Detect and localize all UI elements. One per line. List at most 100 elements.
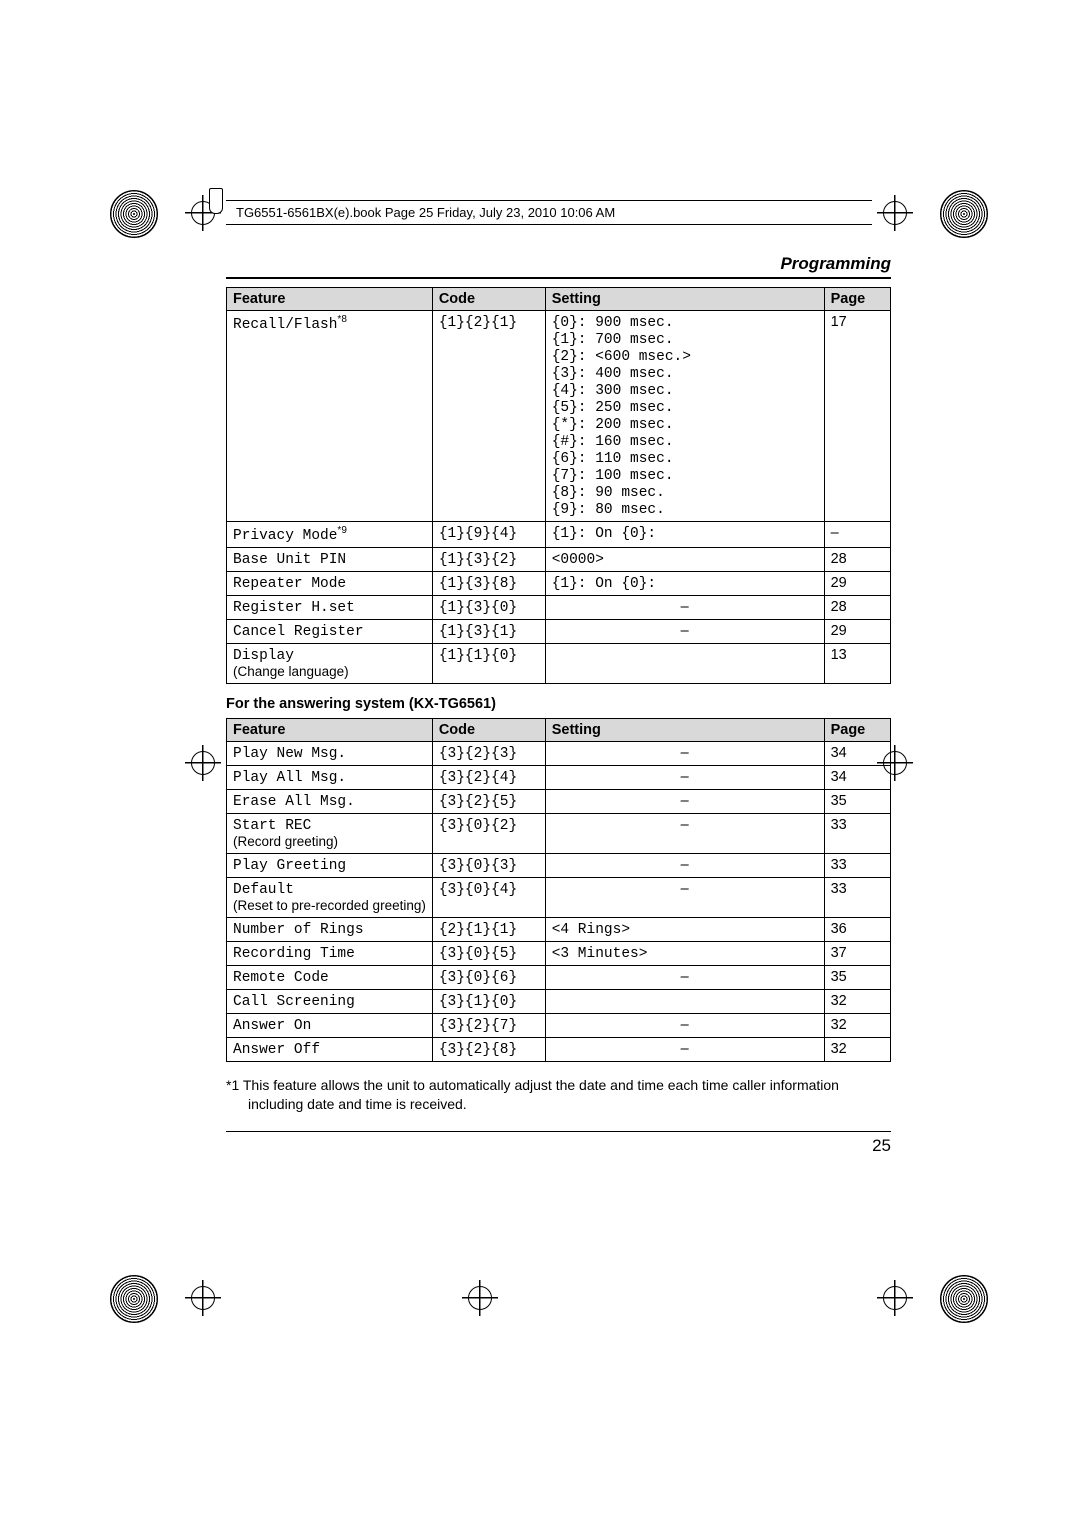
cell-code: {1}{3}{0}	[432, 595, 545, 619]
cell-feature: Repeater Mode	[227, 571, 433, 595]
cell-feature: Call Screening	[227, 989, 433, 1013]
feature-name: Play All Msg.	[233, 770, 346, 786]
feature-sup: *9	[337, 525, 346, 536]
feature-name: Base Unit PIN	[233, 552, 346, 568]
cell-setting: –	[545, 789, 824, 813]
feature-table-2: Feature Code Setting Page Play New Msg.{…	[226, 718, 891, 1062]
table-row: Erase All Msg.{3}{2}{5}–35	[227, 789, 891, 813]
cell-setting: –	[545, 853, 824, 877]
feature-name: Number of Rings	[233, 922, 364, 938]
registration-mark-icon	[877, 195, 913, 231]
feature-name: Recording Time	[233, 946, 355, 962]
cell-setting: {1}: On {0}:	[545, 522, 824, 548]
setting-text: –	[552, 1041, 818, 1057]
cell-setting: –	[545, 619, 824, 643]
th-page: Page	[824, 288, 890, 311]
table-row: Start REC(Record greeting){3}{0}{2}–33	[227, 813, 891, 853]
cell-page: 32	[824, 1013, 890, 1037]
cell-setting: <0000>	[545, 547, 824, 571]
table-row: Play Greeting{3}{0}{3}–33	[227, 853, 891, 877]
cell-feature: Register H.set	[227, 595, 433, 619]
feature-table-1: Feature Code Setting Page Recall/Flash*8…	[226, 287, 891, 684]
cell-feature: Display(Change language)	[227, 643, 433, 683]
cell-page: 35	[824, 965, 890, 989]
cell-feature: Answer On	[227, 1013, 433, 1037]
table-row: Default(Reset to pre-recorded greeting){…	[227, 877, 891, 917]
th-setting: Setting	[545, 718, 824, 741]
bookmark-icon	[209, 188, 223, 214]
cell-setting: –	[545, 595, 824, 619]
table-row: Register H.set{1}{3}{0}–28	[227, 595, 891, 619]
cell-page: 37	[824, 941, 890, 965]
cell-code: {3}{2}{8}	[432, 1037, 545, 1061]
feature-name: Default	[233, 882, 294, 898]
calibration-mark	[940, 1275, 988, 1323]
cell-feature: Number of Rings	[227, 917, 433, 941]
table-row: Recall/Flash*8{1}{2}{1}{0}: 900 msec.{1}…	[227, 311, 891, 522]
cell-setting: –	[545, 765, 824, 789]
section-title: Programming	[226, 254, 891, 279]
cell-setting: <3 Minutes>	[545, 941, 824, 965]
cell-setting: –	[545, 1037, 824, 1061]
registration-mark-icon	[185, 745, 221, 781]
registration-mark-icon	[462, 1280, 498, 1316]
cell-page: 33	[824, 853, 890, 877]
feature-name: Play Greeting	[233, 858, 346, 874]
cell-feature: Recall/Flash*8	[227, 311, 433, 522]
cell-setting: –	[545, 813, 824, 853]
page-content: Programming Feature Code Setting Page Re…	[226, 254, 891, 1114]
table-row: Play All Msg. {3}{2}{4}–34	[227, 765, 891, 789]
cell-page: 35	[824, 789, 890, 813]
setting-text: –	[552, 599, 818, 615]
feature-name: Cancel Register	[233, 624, 364, 640]
setting-text: <0000>	[552, 552, 604, 568]
setting-text: –	[552, 793, 818, 809]
setting-text: –	[552, 969, 818, 985]
feature-name: Recall/Flash	[233, 317, 337, 333]
registration-mark-icon	[185, 1280, 221, 1316]
cell-code: {3}{0}{6}	[432, 965, 545, 989]
table-row: Base Unit PIN{1}{3}{2}<0000>28	[227, 547, 891, 571]
cell-page: 36	[824, 917, 890, 941]
setting-text: –	[552, 769, 818, 785]
cell-setting: –	[545, 1013, 824, 1037]
feature-name: Answer On	[233, 1018, 311, 1034]
cell-setting	[545, 989, 824, 1013]
cell-code: {3}{0}{2}	[432, 813, 545, 853]
cell-feature: Erase All Msg.	[227, 789, 433, 813]
feature-subnote: (Record greeting)	[233, 834, 338, 849]
cell-feature: Play Greeting	[227, 853, 433, 877]
cell-code: {3}{2}{5}	[432, 789, 545, 813]
table-row: Number of Rings{2}{1}{1}<4 Rings>36	[227, 917, 891, 941]
feature-name: Remote Code	[233, 970, 329, 986]
header-text: TG6551-6561BX(e).book Page 25 Friday, Ju…	[236, 205, 615, 220]
calibration-mark	[110, 1275, 158, 1323]
pdf-header-bar: TG6551-6561BX(e).book Page 25 Friday, Ju…	[226, 200, 872, 225]
table-row: Answer On{3}{2}{7}–32	[227, 1013, 891, 1037]
cell-code: {3}{2}{4}	[432, 765, 545, 789]
cell-code: {1}{3}{8}	[432, 571, 545, 595]
setting-text: <3 Minutes>	[552, 946, 648, 962]
setting-text: –	[552, 857, 818, 873]
feature-sup: *8	[337, 314, 346, 325]
cell-code: {3}{1}{0}	[432, 989, 545, 1013]
table-row: Cancel Register{1}{3}{1}–29	[227, 619, 891, 643]
calibration-mark	[110, 190, 158, 238]
feature-name: Answer Off	[233, 1042, 320, 1058]
cell-page: 32	[824, 1037, 890, 1061]
cell-page: 34	[824, 765, 890, 789]
th-code: Code	[432, 288, 545, 311]
cell-page: –	[824, 522, 890, 548]
page-number: 25	[226, 1131, 891, 1156]
cell-setting: –	[545, 741, 824, 765]
cell-page: 29	[824, 619, 890, 643]
setting-text: –	[552, 623, 818, 639]
registration-mark-icon	[877, 1280, 913, 1316]
table-row: Privacy Mode*9{1}{9}{4}{1}: On {0}: –	[227, 522, 891, 548]
footnote-text: *1 This feature allows the unit to autom…	[226, 1076, 891, 1114]
cell-page: 33	[824, 877, 890, 917]
feature-name: Call Screening	[233, 994, 355, 1010]
cell-code: {3}{2}{3}	[432, 741, 545, 765]
cell-feature: Cancel Register	[227, 619, 433, 643]
feature-name: Play New Msg.	[233, 746, 346, 762]
